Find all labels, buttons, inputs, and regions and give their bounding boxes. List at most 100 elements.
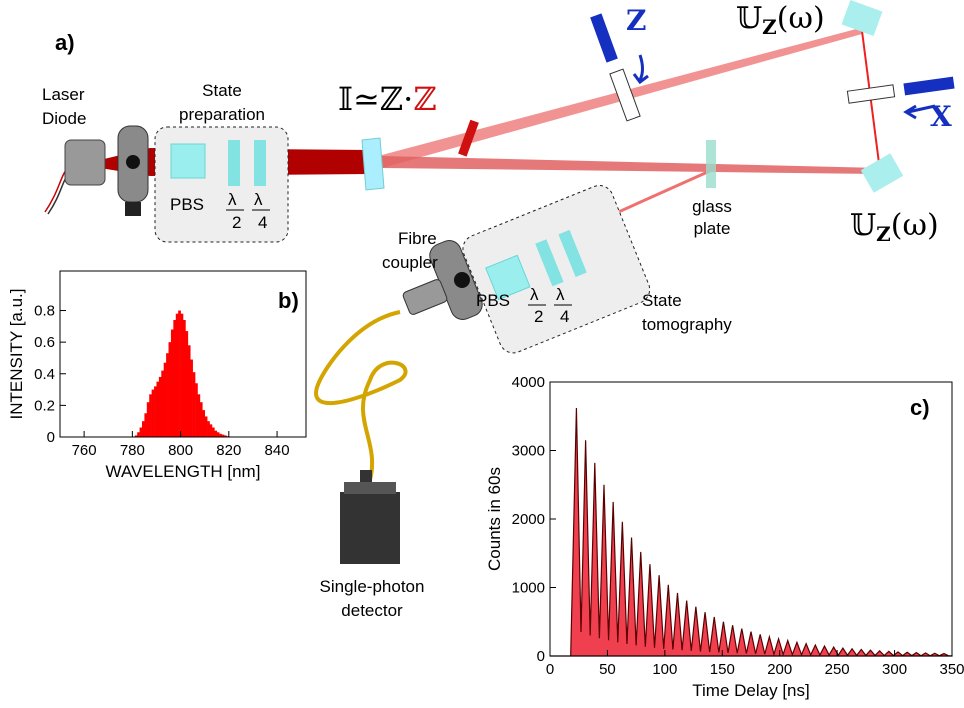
x-element xyxy=(903,76,955,96)
bar xyxy=(204,416,208,437)
unitary: 𝕌Z(ω) xyxy=(736,1,825,39)
x-tick-label: 0 xyxy=(546,661,554,678)
label: State xyxy=(642,291,682,310)
x-tick-label: 300 xyxy=(882,661,907,678)
y-tick-label: 0.2 xyxy=(34,397,55,414)
laser-diode xyxy=(44,125,149,216)
x-tick-label: 250 xyxy=(825,661,850,678)
fraction-num: λ xyxy=(254,190,263,209)
bar xyxy=(192,372,196,437)
x-axis-label: Time Delay [ns] xyxy=(692,681,809,700)
fraction-den: 2 xyxy=(232,213,241,232)
label: preparation xyxy=(179,105,265,124)
detector xyxy=(340,470,400,564)
plot-frame xyxy=(59,270,307,438)
bar xyxy=(163,362,167,437)
bar xyxy=(158,376,162,437)
x-tick-label: 840 xyxy=(265,442,290,459)
bar xyxy=(221,434,225,437)
bar xyxy=(185,331,189,437)
y-tick-label: 2000 xyxy=(512,511,545,528)
y-tick-label: 3000 xyxy=(512,443,545,460)
bar xyxy=(166,353,169,437)
bar xyxy=(156,381,160,437)
waveplate xyxy=(254,140,266,186)
x-tick-label: 760 xyxy=(72,442,97,459)
fraction-num: λ xyxy=(556,285,565,304)
label: detector xyxy=(341,601,403,620)
bar xyxy=(187,345,191,437)
label: Single-photon xyxy=(320,577,425,596)
bar xyxy=(142,421,145,437)
bar xyxy=(168,342,172,437)
bar xyxy=(149,394,152,437)
label: plate xyxy=(694,219,731,238)
panel-label: c) xyxy=(910,395,930,420)
bar xyxy=(180,313,184,437)
bar xyxy=(219,433,222,437)
fraction-num: λ xyxy=(530,285,539,304)
label: tomography xyxy=(642,315,732,334)
x-axis-label: WAVELENGTH [nm] xyxy=(106,462,261,481)
fraction-den: 4 xyxy=(258,213,267,232)
mirror xyxy=(841,0,883,37)
glass-plate xyxy=(706,140,716,188)
y-axis-label: INTENSITY [a.u.] xyxy=(7,288,26,419)
x-tick-label: 800 xyxy=(168,442,193,459)
x-tick-label: 200 xyxy=(767,661,792,678)
bar xyxy=(161,370,165,437)
plate xyxy=(846,84,896,104)
bar xyxy=(178,310,181,437)
bar xyxy=(199,402,203,437)
label: Laser xyxy=(42,85,85,104)
plate xyxy=(609,68,641,122)
bar xyxy=(134,435,138,437)
bar xyxy=(151,389,155,437)
label: PBS xyxy=(170,195,204,214)
x-tick-label: 780 xyxy=(120,442,145,459)
y-tick-label: 0.4 xyxy=(34,366,55,383)
x-tick-label: 100 xyxy=(652,661,677,678)
bar xyxy=(211,427,215,437)
arrow xyxy=(903,104,936,120)
panel-label: b) xyxy=(278,288,299,313)
bar xyxy=(154,386,157,437)
y-tick-label: 0 xyxy=(47,429,55,446)
label: PBS xyxy=(476,291,510,310)
label: glass xyxy=(692,197,732,216)
bar xyxy=(170,329,174,437)
phase-plate xyxy=(458,119,479,157)
bar xyxy=(209,424,213,437)
fraction-num: λ xyxy=(228,190,237,209)
operator: 𝕀≃ℤ·ℤ xyxy=(338,80,437,118)
bar xyxy=(197,394,201,437)
x-tick-label: 820 xyxy=(216,442,241,459)
z-label: Z xyxy=(626,4,646,37)
bar xyxy=(224,435,227,437)
bar xyxy=(144,413,148,437)
label: coupler xyxy=(382,253,438,272)
bar xyxy=(202,410,206,437)
bar xyxy=(183,320,186,437)
fibre xyxy=(314,310,408,481)
bar xyxy=(216,432,220,437)
bar xyxy=(207,421,210,437)
arrow xyxy=(632,54,649,85)
bar xyxy=(137,432,140,437)
x-tick-label: 150 xyxy=(710,661,735,678)
bar xyxy=(139,427,143,437)
bar xyxy=(175,313,179,437)
label: Diode xyxy=(42,109,86,128)
pbs-cube xyxy=(170,143,206,179)
x-label: X xyxy=(930,100,952,133)
bar xyxy=(173,320,177,437)
x-tick-label: 50 xyxy=(599,661,616,678)
mirror xyxy=(860,153,904,193)
bar xyxy=(146,402,150,437)
bar xyxy=(195,383,198,437)
y-tick-label: 0.8 xyxy=(34,303,55,320)
panel-label: a) xyxy=(55,30,75,55)
area xyxy=(550,408,953,657)
y-axis-label: Counts in 60s xyxy=(485,467,504,571)
tomography-group xyxy=(462,184,651,354)
